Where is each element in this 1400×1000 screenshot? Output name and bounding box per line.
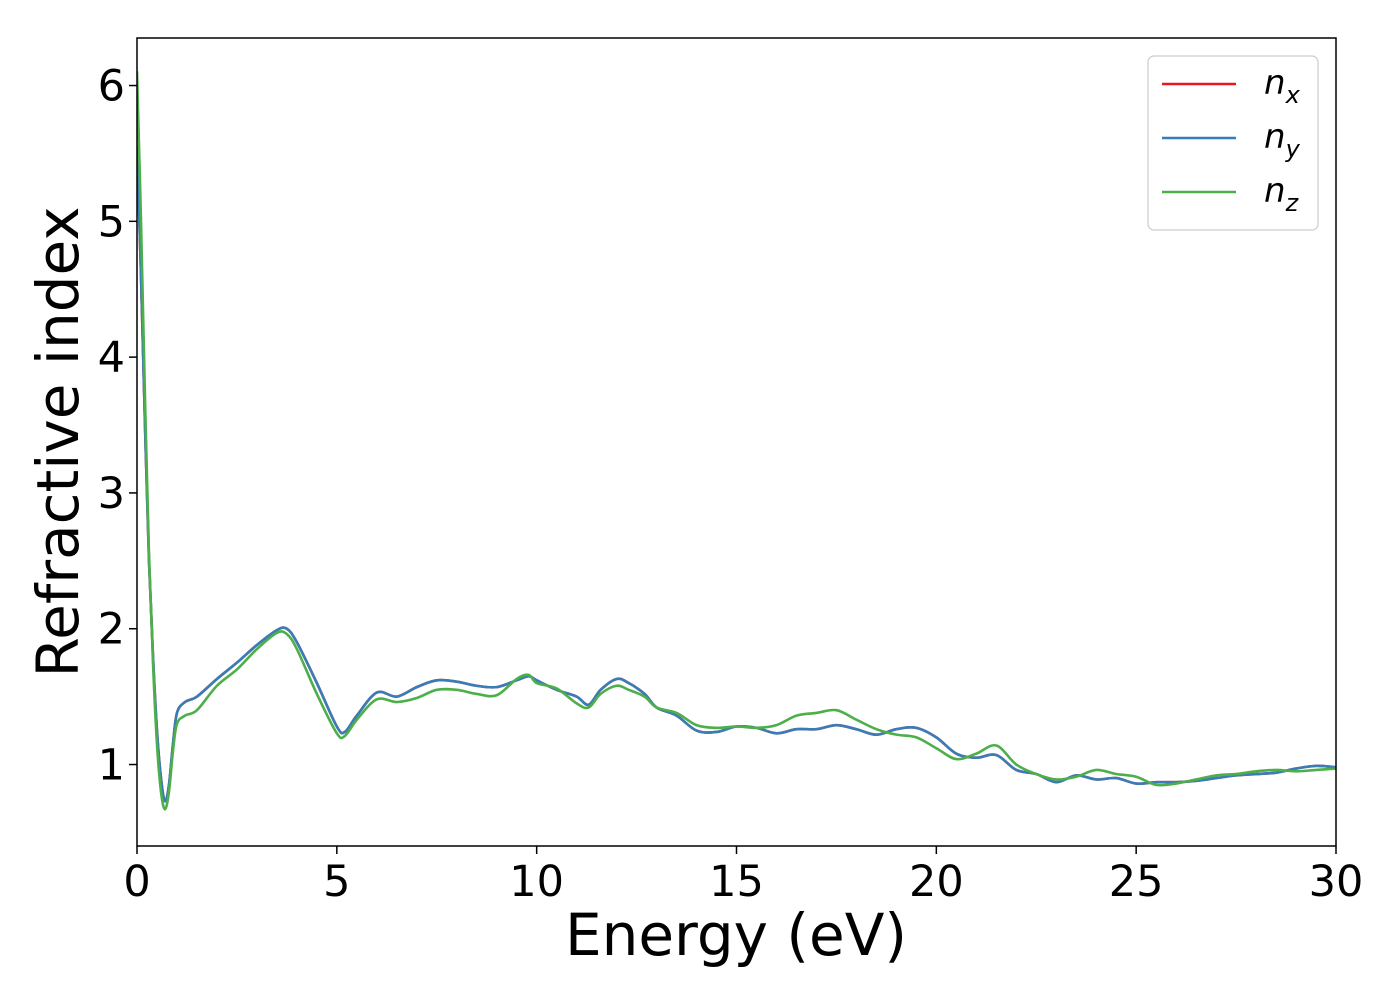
x-tick-label: 10: [509, 857, 564, 907]
y-tick-label: 5: [98, 197, 125, 247]
x-tick-label: 25: [1109, 857, 1164, 907]
y-tick-label: 4: [98, 333, 125, 383]
y-axis-ticks: 1 2 3 4 5 6: [98, 62, 137, 791]
x-tick-label: 15: [709, 857, 764, 907]
y-tick-label: 3: [98, 469, 125, 519]
legend: nx ny nz: [1147, 55, 1319, 231]
plot-area: [137, 38, 1336, 846]
x-tick-label: 20: [909, 857, 964, 907]
x-tick-label: 0: [123, 857, 150, 907]
series-line-n-z: [137, 70, 1336, 811]
y-tick-label: 6: [98, 62, 125, 112]
y-tick-label: 2: [98, 605, 125, 655]
series-line-n-y: [137, 145, 1336, 803]
legend-label-n-y: ny: [1264, 117, 1301, 163]
x-tick-label: 30: [1309, 857, 1364, 907]
y-axis-title: Refractive index: [24, 206, 92, 677]
series-layer: [137, 70, 1336, 811]
y-tick-label: 1: [98, 741, 125, 791]
x-axis-title: Energy (eV): [565, 901, 907, 969]
legend-box: [1147, 55, 1319, 231]
x-axis-ticks: 0 5 10 15 20 25 30: [123, 846, 1363, 907]
legend-label-n-z: nz: [1264, 171, 1300, 217]
legend-label-n-x: nx: [1264, 63, 1301, 109]
x-tick-label: 5: [323, 857, 350, 907]
